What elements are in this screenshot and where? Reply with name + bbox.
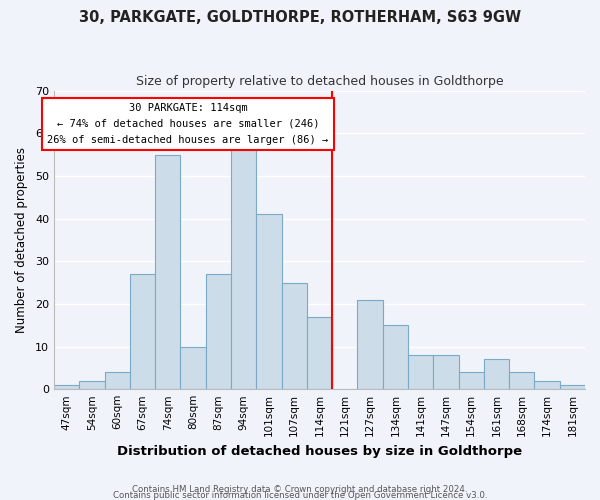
Bar <box>79 380 104 389</box>
Bar <box>104 372 130 389</box>
Bar <box>484 360 509 389</box>
Bar <box>535 380 560 389</box>
Bar <box>307 316 332 389</box>
Bar <box>560 385 585 389</box>
Bar <box>281 282 307 389</box>
Text: 30, PARKGATE, GOLDTHORPE, ROTHERHAM, S63 9GW: 30, PARKGATE, GOLDTHORPE, ROTHERHAM, S63… <box>79 10 521 25</box>
Bar <box>54 385 79 389</box>
Text: Contains public sector information licensed under the Open Government Licence v3: Contains public sector information licen… <box>113 490 487 500</box>
Bar <box>458 372 484 389</box>
Bar <box>155 154 181 389</box>
Bar <box>130 274 155 389</box>
Bar <box>433 355 458 389</box>
Text: Contains HM Land Registry data © Crown copyright and database right 2024.: Contains HM Land Registry data © Crown c… <box>132 484 468 494</box>
Bar <box>383 325 408 389</box>
Bar <box>358 300 383 389</box>
Bar <box>206 274 231 389</box>
Bar <box>231 150 256 389</box>
Y-axis label: Number of detached properties: Number of detached properties <box>15 147 28 333</box>
Bar <box>256 214 281 389</box>
Bar <box>408 355 433 389</box>
Title: Size of property relative to detached houses in Goldthorpe: Size of property relative to detached ho… <box>136 75 503 88</box>
Bar <box>509 372 535 389</box>
X-axis label: Distribution of detached houses by size in Goldthorpe: Distribution of detached houses by size … <box>117 444 522 458</box>
Bar <box>181 346 206 389</box>
Text: 30 PARKGATE: 114sqm
← 74% of detached houses are smaller (246)
26% of semi-detac: 30 PARKGATE: 114sqm ← 74% of detached ho… <box>47 104 329 144</box>
